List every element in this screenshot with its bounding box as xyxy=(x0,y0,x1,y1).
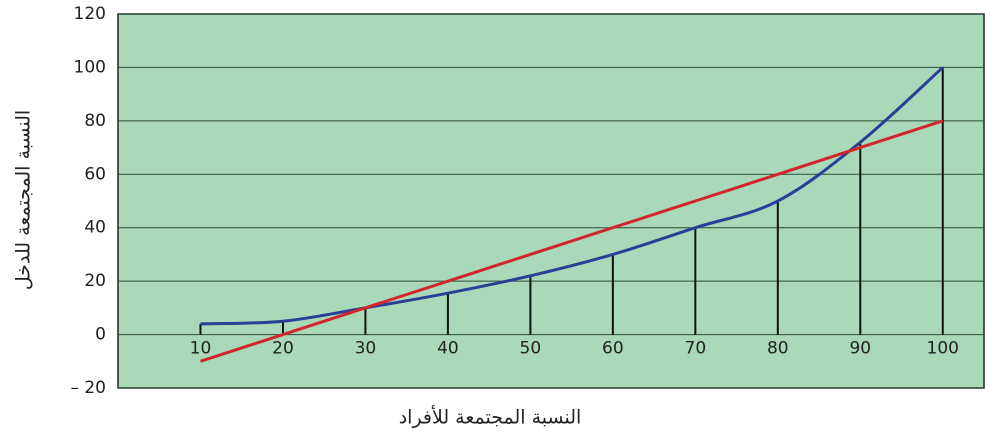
y-axis-label: النسبة المجتمعة للدخل xyxy=(13,110,35,290)
x-tick-label: 10 xyxy=(190,339,212,359)
y-tick-label: 40 xyxy=(84,218,106,238)
x-tick-label: 40 xyxy=(437,339,459,359)
x-tick-label: 50 xyxy=(520,339,542,359)
y-tick-label: – 20 xyxy=(70,378,106,398)
x-tick-label: 20 xyxy=(272,339,294,359)
y-tick-label: 20 xyxy=(84,271,106,291)
curve xyxy=(200,66,944,326)
curve xyxy=(200,119,944,363)
y-tick-label: 80 xyxy=(84,111,106,131)
x-tick-label: 60 xyxy=(602,339,624,359)
plot-area xyxy=(117,13,985,389)
x-tick-label: 30 xyxy=(355,339,377,359)
x-tick-label: 100 xyxy=(927,339,959,359)
x-axis-label: النسبة المجتمعة للأفراد xyxy=(399,406,582,429)
y-tick-label: 0 xyxy=(95,325,106,345)
y-tick-label: 100 xyxy=(74,57,106,77)
y-tick-label: 120 xyxy=(74,4,106,24)
y-tick-label: 60 xyxy=(84,164,106,184)
x-tick-label: 70 xyxy=(685,339,707,359)
x-tick-label: 90 xyxy=(849,339,871,359)
x-tick-label: 80 xyxy=(767,339,789,359)
